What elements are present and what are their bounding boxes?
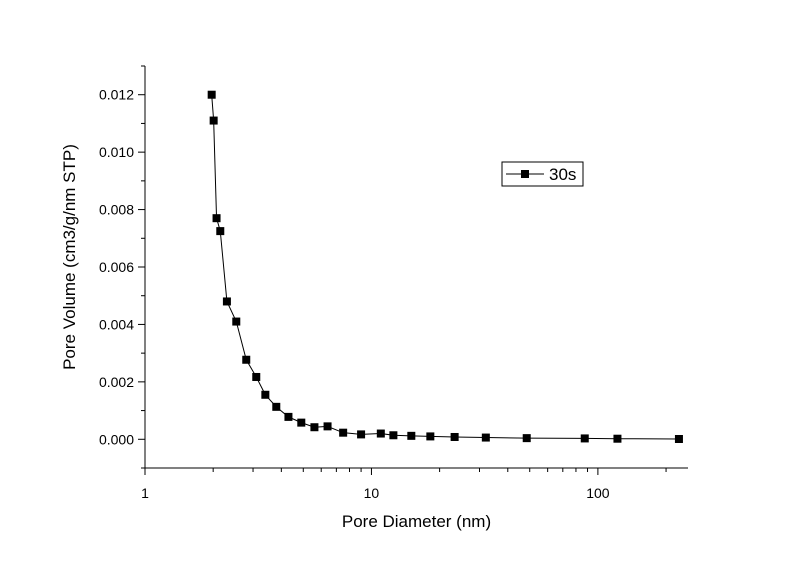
data-point: [389, 431, 398, 440]
data-point: [580, 434, 589, 443]
legend-marker: [521, 170, 529, 178]
y-tick-label: 0.012: [99, 87, 134, 103]
axes-frame: [144, 66, 688, 469]
data-point: [232, 317, 241, 326]
data-point: [310, 423, 319, 432]
x-tick-label: 1: [141, 485, 149, 501]
data-point: [376, 429, 385, 438]
data-point: [209, 116, 218, 125]
data-point: [216, 227, 225, 236]
data-point: [242, 355, 251, 364]
data-point: [297, 418, 306, 427]
data-point: [207, 90, 216, 99]
series-line: [211, 94, 679, 440]
data-point: [212, 214, 221, 223]
data-point: [252, 372, 261, 381]
data-point: [284, 412, 293, 421]
data-point: [450, 432, 459, 441]
legend: 30s: [501, 161, 584, 187]
y-tick-label: 0.004: [99, 316, 134, 332]
data-point: [613, 434, 622, 443]
data-point: [339, 428, 348, 437]
y-axis-title: Pore Volume (cm3/g/nm STP): [60, 144, 79, 370]
data-point: [272, 402, 281, 411]
y-tick-label: 0.008: [99, 202, 134, 218]
x-tick-label: 100: [586, 485, 610, 501]
data-point: [323, 422, 332, 431]
y-tick-label: 0.006: [99, 259, 134, 275]
y-tick-label: 0.000: [99, 431, 134, 447]
x-tick-label: 10: [364, 485, 380, 501]
axis-ticks: 0.000 0.002 0.004 0.006 0.008 0.010 0.012 1 10 10…: [99, 65, 667, 501]
data-point: [222, 297, 231, 306]
data-point: [481, 433, 490, 442]
x-axis-title: Pore Diameter (nm): [342, 512, 491, 531]
data-point: [357, 430, 366, 439]
data-point: [407, 431, 416, 440]
series-30s: [207, 90, 683, 443]
data-point: [674, 434, 683, 443]
y-tick-label: 0.002: [99, 374, 134, 390]
y-tick-label: 0.010: [99, 144, 134, 160]
data-point: [426, 432, 435, 441]
data-point: [261, 390, 270, 399]
data-point: [522, 434, 531, 443]
legend-label: 30s: [549, 165, 576, 184]
